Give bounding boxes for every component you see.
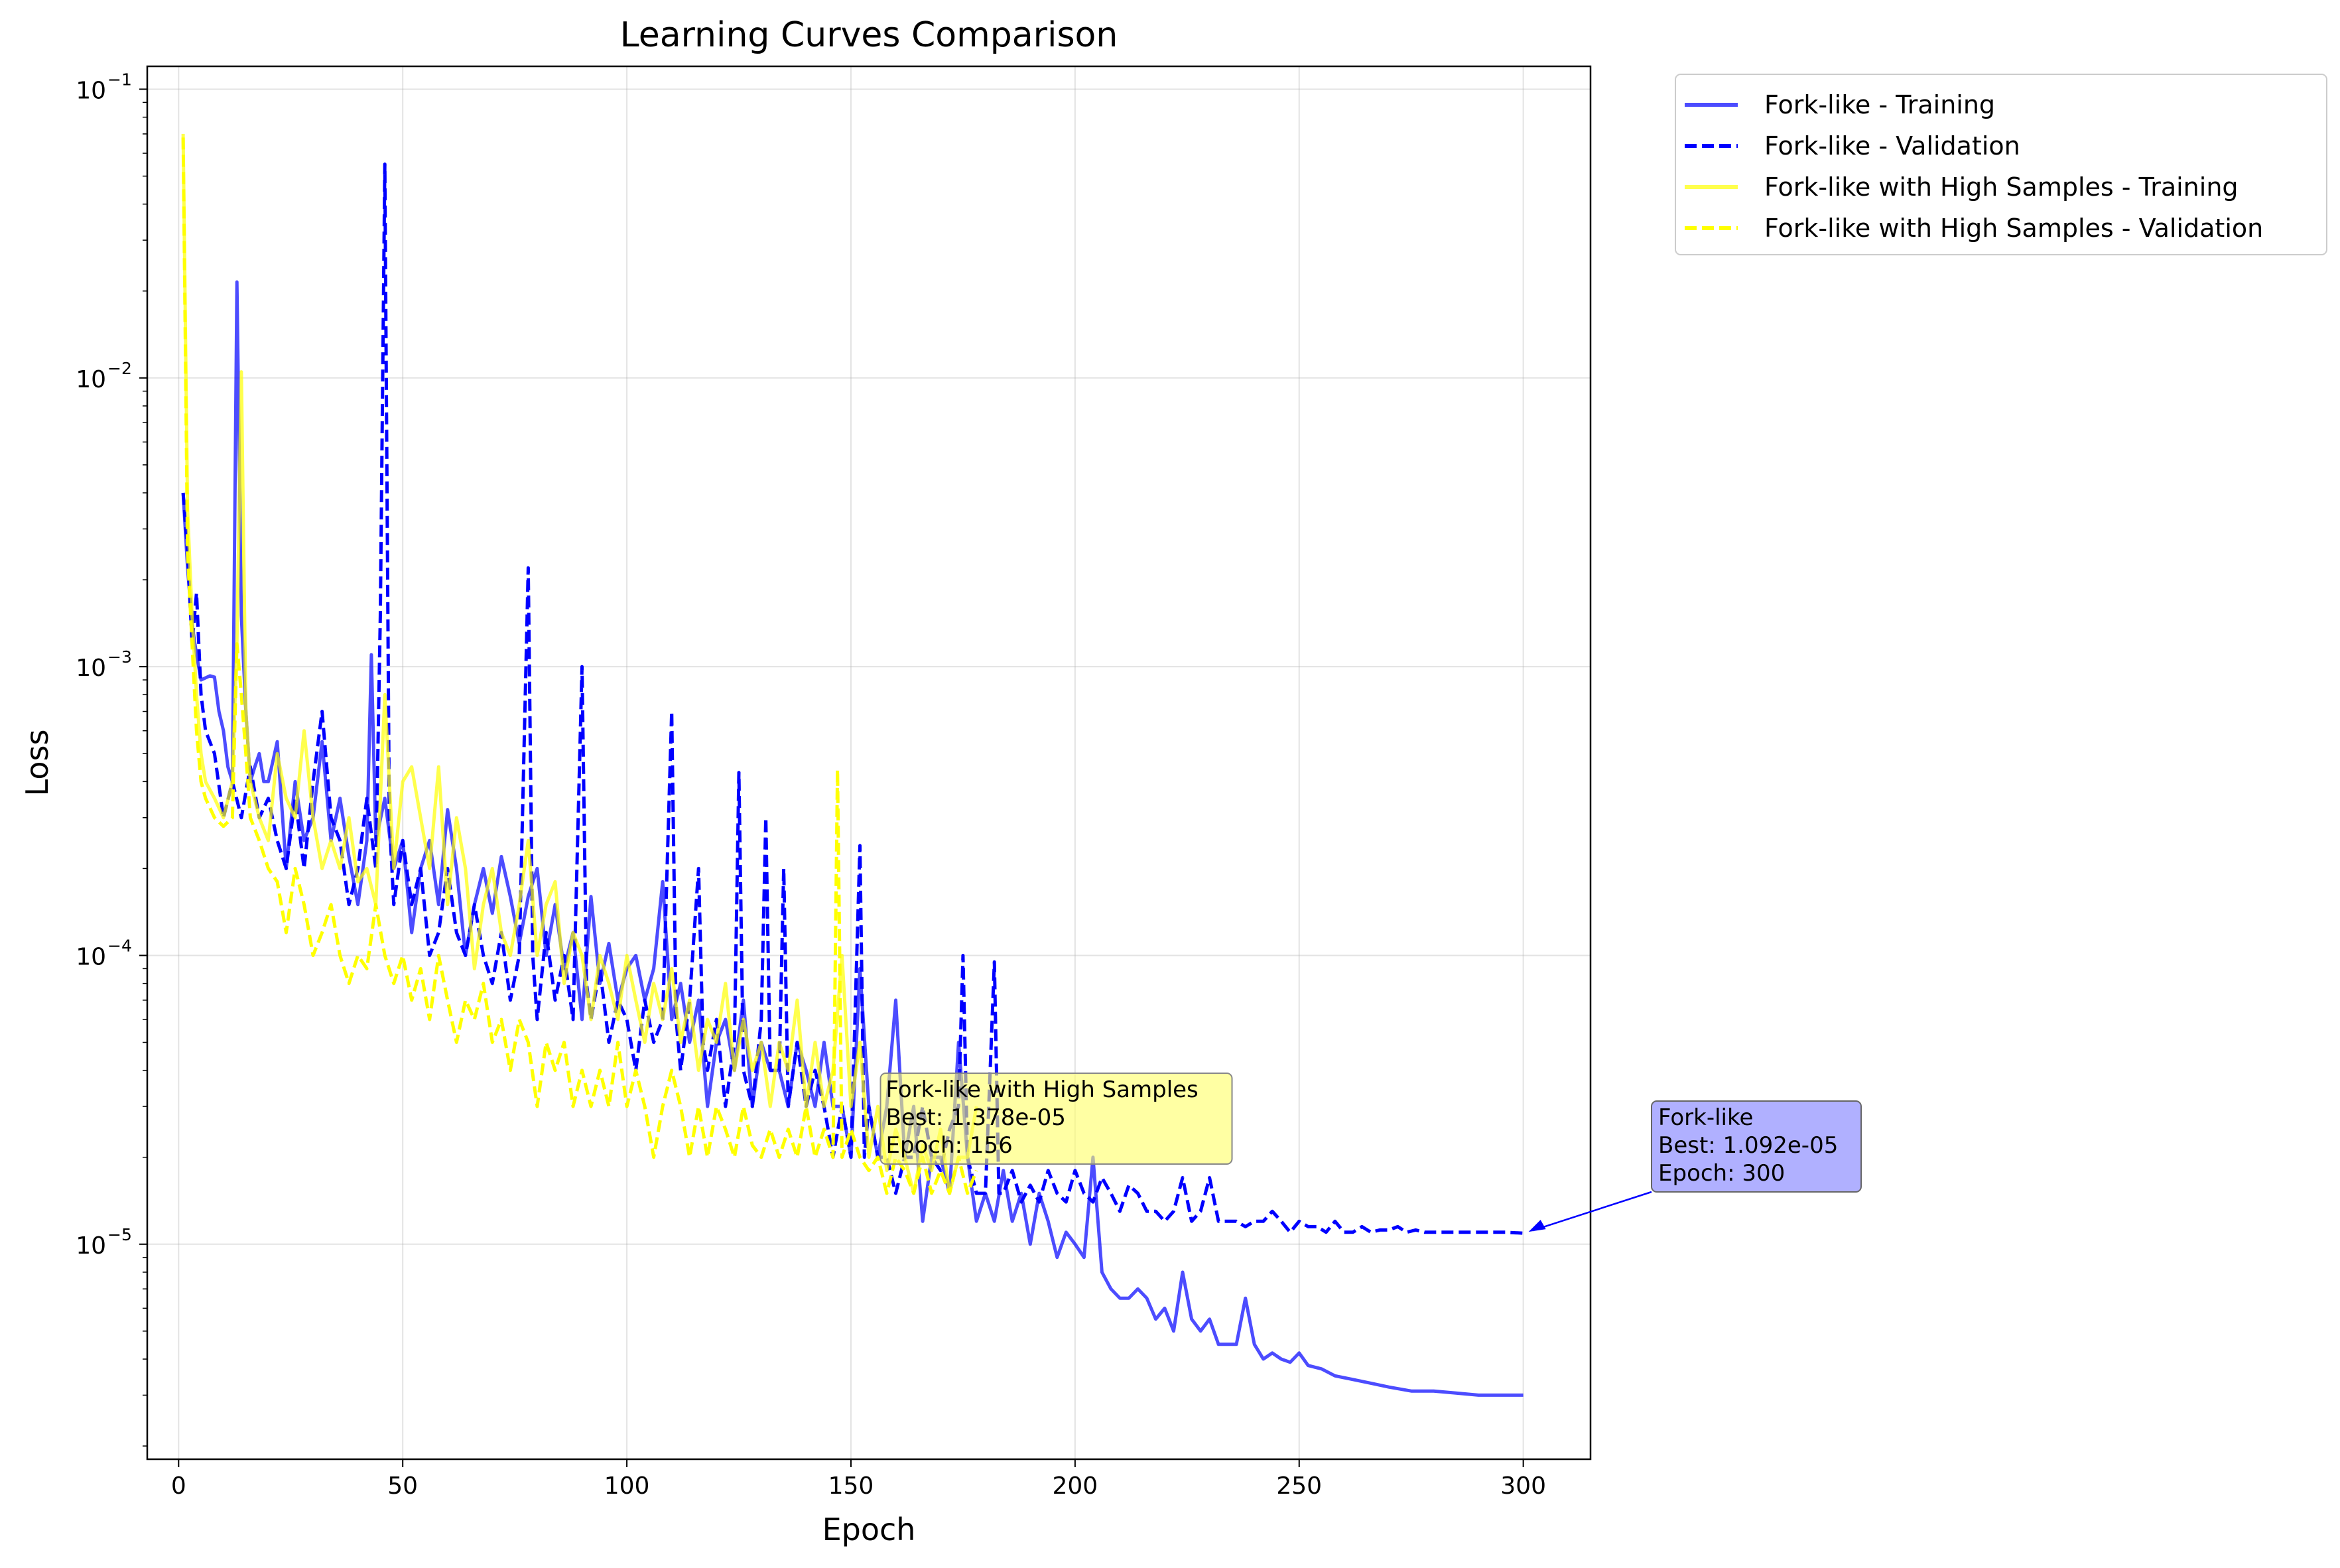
x-tick-label: 50 [387, 1472, 418, 1500]
grid-lines [147, 66, 1591, 1459]
annotation-text: Epoch: 156 [886, 1132, 1013, 1159]
series-line-3 [181, 133, 978, 1195]
x-tick-label: 0 [171, 1472, 186, 1500]
y-tick-label: 10 [76, 366, 106, 393]
series-layer [181, 133, 1524, 1397]
series-line-4 [181, 137, 978, 1195]
y-tick-label: 10 [76, 77, 106, 104]
legend-frame [1675, 74, 2327, 255]
x-tick-label: 300 [1500, 1472, 1546, 1500]
legend-label: Fork-like with High Samples - Validation [1764, 214, 2263, 243]
annotation-text: Fork-like with High Samples [886, 1077, 1199, 1103]
y-tick-exponent: −5 [107, 1225, 132, 1244]
series-line-2 [181, 163, 1524, 1235]
y-tick-label: 10 [76, 1232, 106, 1260]
x-tick-label: 100 [604, 1472, 650, 1500]
x-axis-label: Epoch [822, 1512, 916, 1547]
y-axis-label: Loss [19, 730, 55, 797]
annotation-arrow [1532, 1191, 1652, 1232]
arrow-head-icon [1528, 1220, 1546, 1232]
y-tick-exponent: −1 [107, 70, 132, 89]
annotation-box [879, 1073, 1233, 1165]
annotation-text: Best: 1.092e-05 [1658, 1132, 1838, 1159]
y-tick-label: 10 [76, 943, 106, 970]
legend-label: Fork-like with High Samples - Training [1764, 172, 2239, 202]
y-tick-exponent: −3 [107, 647, 132, 667]
annotation-text: Fork-like [1658, 1104, 1753, 1131]
annotation-text: Best: 1.378e-05 [886, 1104, 1066, 1131]
x-tick-label: 200 [1052, 1472, 1098, 1500]
legend-label: Fork-like - Training [1764, 90, 1995, 119]
annotation-text: Epoch: 300 [1658, 1160, 1785, 1187]
x-tick-label: 250 [1276, 1472, 1322, 1500]
x-tick-label: 150 [828, 1472, 874, 1500]
annotation-box [1651, 1100, 1862, 1193]
y-tick-exponent: −2 [107, 359, 132, 378]
chart-title: Learning Curves Comparison [620, 15, 1118, 55]
y-tick-label: 10 [76, 655, 106, 682]
plot-frame [146, 65, 1592, 1461]
legend: Fork-like - Training Fork-like - Validati… [1675, 74, 2327, 255]
y-tick-exponent: −4 [107, 936, 132, 955]
legend-label: Fork-like - Validation [1764, 131, 2020, 161]
